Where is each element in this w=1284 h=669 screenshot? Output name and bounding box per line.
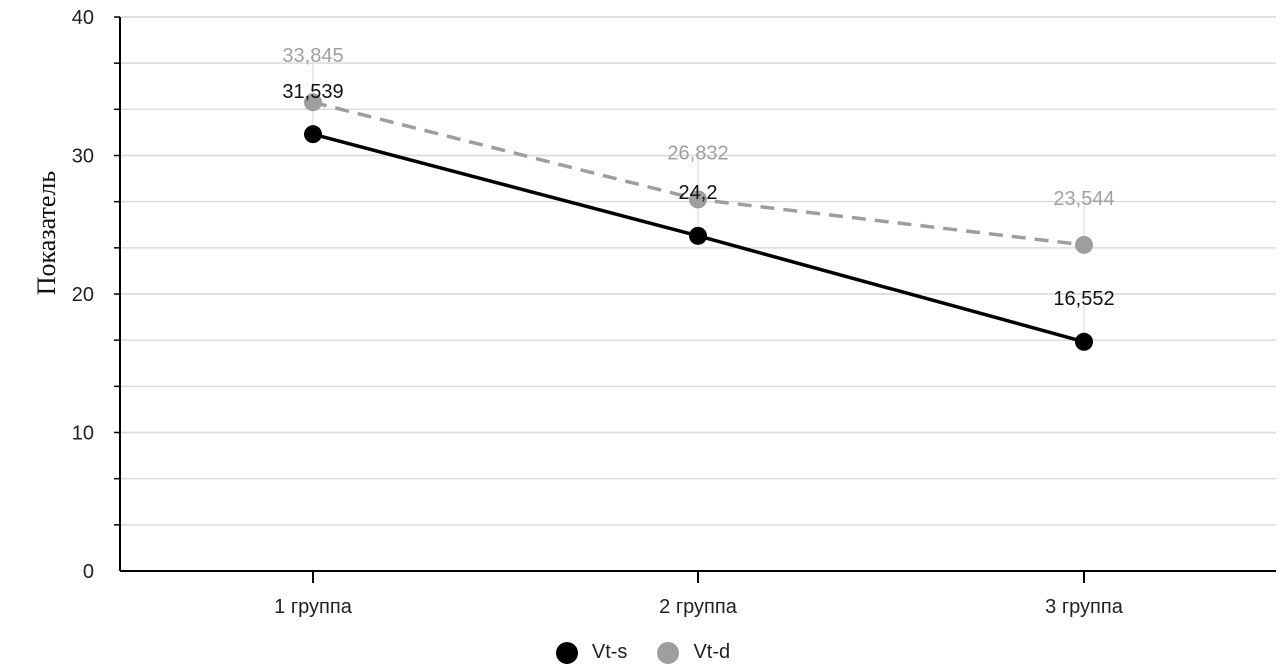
legend-item-vt-s[interactable]: Vt-s: [555, 641, 628, 664]
data-point-vt-s: [689, 226, 707, 245]
data-point-vt-d: [689, 190, 707, 209]
legend-label-vt-s: Vt-s: [591, 641, 628, 663]
x-tick-label: 3 группа: [1045, 596, 1124, 618]
x-tick-label: 2 группа: [659, 596, 738, 618]
data-point-vt-s: [1075, 332, 1093, 351]
legend-marker-vt-d: [657, 641, 680, 664]
grid-lines: [120, 16, 1276, 526]
data-point-vt-d: [1075, 235, 1093, 254]
data-point-vt-d: [304, 93, 322, 112]
axes: 0 10 20 30 40 1 группа 2 группа 3 группа: [72, 7, 1276, 618]
legend-marker-vt-s: [555, 641, 578, 664]
y-tick-label: 30: [72, 146, 94, 168]
y-tick-label: 40: [72, 7, 94, 29]
y-tick-label: 0: [83, 561, 94, 583]
y-tick-label: 10: [72, 423, 94, 445]
data-labels: 31,539 24,2 16,552 33,845 26,832 23,544: [282, 45, 1114, 310]
data-label-vt-s: 31,539: [282, 81, 343, 103]
data-label-vt-d: 26,832: [667, 142, 728, 164]
x-tick-label: 1 группа: [274, 596, 353, 618]
data-label-vt-s: 16,552: [1053, 288, 1114, 310]
legend-label-vt-d: Vt-d: [693, 641, 731, 663]
legend-item-vt-d[interactable]: Vt-d: [657, 641, 730, 664]
data-label-vt-d: 23,544: [1053, 188, 1114, 210]
data-label-vt-d: 33,845: [282, 45, 343, 67]
y-axis-title: Показатель: [32, 170, 61, 296]
series: [304, 93, 1093, 351]
data-label-vt-s: 24,2: [679, 182, 718, 204]
legend: Vt-s Vt-d: [0, 641, 1284, 664]
y-tick-label: 20: [72, 284, 94, 306]
data-point-vt-s: [304, 125, 322, 144]
